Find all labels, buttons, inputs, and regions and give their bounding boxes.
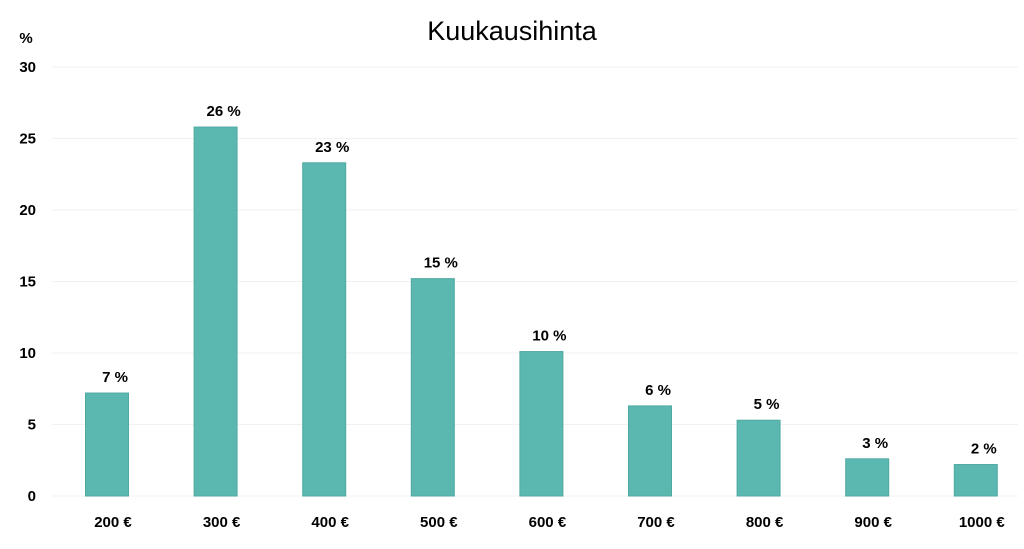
x-axis-ticks: 200 € 300 € 400 € 500 € 600 € 700 € 800 € 900 €… [94, 514, 1005, 531]
y-tick-label: 0 [28, 488, 36, 505]
bar-value-label: 3 % [862, 435, 888, 452]
y-tick-label: 15 [19, 274, 36, 291]
bar-value-label: 5 % [754, 396, 780, 413]
y-tick-label: 10 [19, 345, 36, 362]
x-tick-label: 300 € [203, 514, 241, 531]
x-tick-label: 400 € [311, 514, 349, 531]
data-labels: 7 % 26 % 23 % 15 % 10 % 6 % 5 % 3 % 2 % [102, 103, 997, 457]
bar-value-label: 2 % [971, 441, 997, 458]
bar-value-label: 26 % [206, 103, 240, 120]
bar [193, 126, 238, 497]
x-tick-label: 200 € [94, 514, 132, 531]
bar [845, 458, 890, 497]
x-tick-label: 1000 € [959, 514, 1006, 531]
y-axis-unit-label: % [19, 30, 32, 47]
bar-value-label: 7 % [102, 369, 128, 386]
bar-value-label: 10 % [532, 328, 566, 345]
bar [628, 405, 672, 497]
x-tick-label: 900 € [854, 514, 892, 531]
bar [410, 278, 455, 497]
bar-value-label: 15 % [424, 255, 458, 272]
bar [302, 162, 347, 497]
x-tick-label: 600 € [529, 514, 567, 531]
bar [85, 392, 129, 497]
x-tick-label: 800 € [746, 514, 784, 531]
bars [85, 126, 998, 497]
chart-title: Kuukausihinta [427, 16, 598, 46]
x-tick-label: 500 € [420, 514, 458, 531]
bar-value-label: 6 % [645, 382, 671, 399]
y-tick-label: 20 [19, 202, 36, 219]
x-tick-label: 700 € [637, 514, 675, 531]
y-axis-ticks: 0 5 10 15 20 25 30 [19, 59, 36, 505]
bar [519, 351, 564, 497]
y-tick-label: 25 [19, 131, 36, 148]
y-tick-label: 5 [28, 417, 36, 434]
bar [953, 464, 998, 497]
y-tick-label: 30 [19, 59, 36, 76]
bar-value-label: 23 % [315, 139, 349, 156]
bar [736, 419, 781, 497]
